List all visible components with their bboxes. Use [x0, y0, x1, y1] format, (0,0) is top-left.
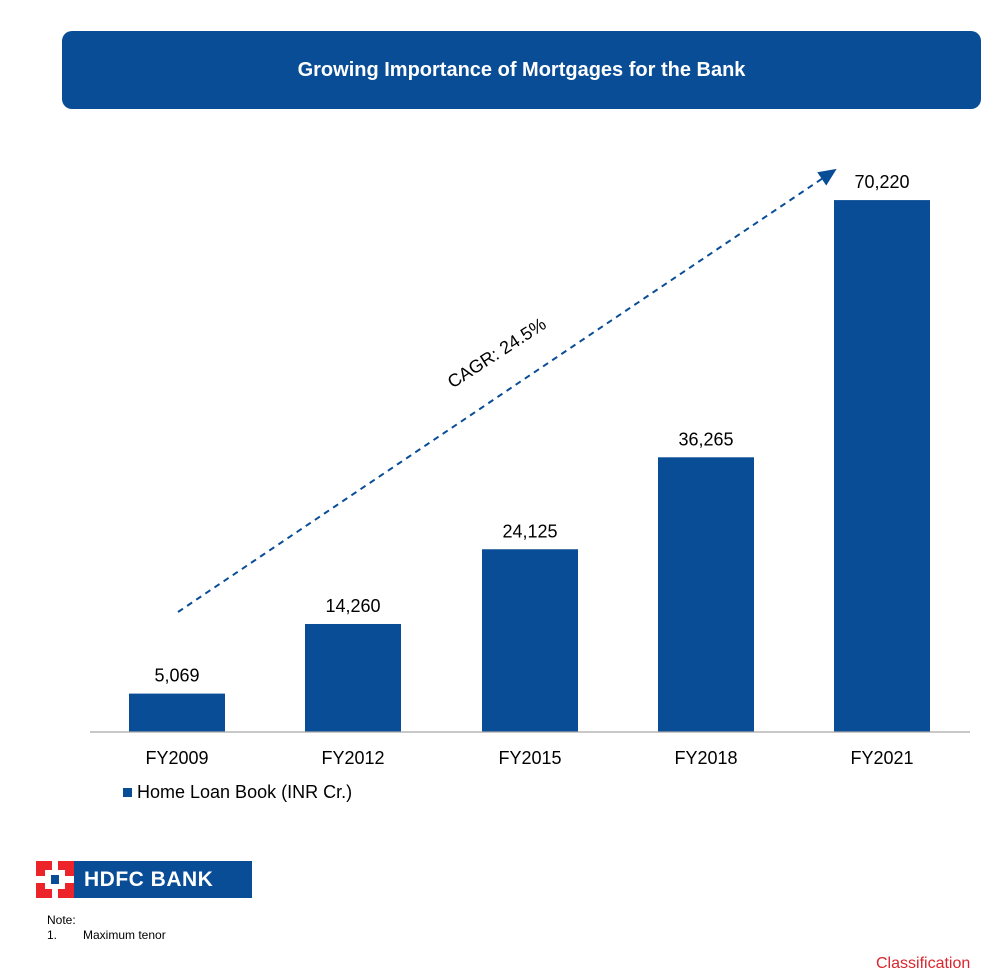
- hdfc-bank-logo: HDFC BANK: [36, 861, 252, 898]
- x-tick-fy2021: FY2021: [850, 748, 913, 768]
- bar-fy2009: [129, 693, 225, 732]
- legend: Home Loan Book (INR Cr.): [123, 782, 352, 803]
- chart-title: Growing Importance of Mortgages for the …: [297, 58, 746, 81]
- title-banner: Growing Importance of Mortgages for the …: [62, 31, 981, 109]
- legend-swatch: [123, 788, 132, 797]
- logo-wordmark: HDFC BANK: [74, 861, 252, 898]
- x-tick-fy2012: FY2012: [321, 748, 384, 768]
- bar-fy2015: [482, 549, 578, 732]
- data-label-fy2009: 5,069: [154, 666, 199, 686]
- bar-fy2018: [658, 457, 754, 732]
- x-tick-fy2015: FY2015: [498, 748, 561, 768]
- note-item: 1. Maximum tenor: [47, 928, 166, 943]
- legend-label: Home Loan Book (INR Cr.): [137, 782, 353, 802]
- data-label-fy2012: 14,260: [325, 596, 380, 616]
- footnote: Note: 1. Maximum tenor: [47, 913, 166, 943]
- bar-fy2021: [834, 200, 930, 732]
- x-tick-fy2009: FY2009: [145, 748, 208, 768]
- note-heading: Note:: [47, 913, 76, 927]
- data-label-fy2018: 36,265: [678, 429, 733, 449]
- note-text: Maximum tenor: [83, 928, 166, 942]
- hdfc-logo-icon: [36, 861, 74, 898]
- bar-fy2012: [305, 623, 401, 732]
- cagr-annotation: CAGR: 24.5%: [444, 314, 550, 392]
- note-number: 1.: [47, 928, 58, 942]
- data-label-fy2021: 70,220: [854, 172, 909, 192]
- classification-label: Classification: [876, 955, 971, 972]
- x-tick-fy2018: FY2018: [674, 748, 737, 768]
- data-label-fy2015: 24,125: [502, 521, 557, 541]
